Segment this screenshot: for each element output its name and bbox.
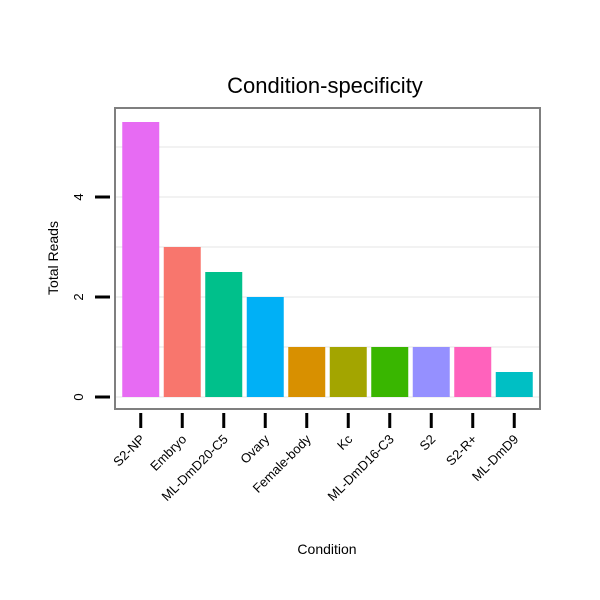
bars: [122, 122, 533, 397]
bar-ovary: [246, 297, 284, 397]
bar-kc: [329, 347, 367, 397]
y-tick-label: 2: [71, 293, 86, 300]
bar-s2-np: [122, 122, 160, 397]
x-tick-label: S2-R+: [443, 432, 480, 469]
y-tick-label: 4: [71, 193, 86, 200]
bar-s2-r-: [454, 347, 492, 397]
x-tick-label: S2-NP: [110, 432, 148, 470]
bar-ml-dmd16-c3: [371, 347, 409, 397]
bar-s2: [412, 347, 450, 397]
x-axis-title: Condition: [297, 541, 356, 557]
bar-female-body: [288, 347, 326, 397]
y-tick-label: 0: [71, 393, 86, 400]
bar-ml-dmd20-c5: [205, 272, 243, 397]
y-axis-title: Total Reads: [45, 221, 61, 295]
x-tick-label: Ovary: [237, 431, 272, 466]
bar-embryo: [163, 247, 201, 397]
x-tick-label: Kc: [334, 431, 356, 453]
x-tick-label: S2: [417, 432, 439, 454]
bar-ml-dmd9: [495, 372, 533, 397]
plot-panel-border: [114, 107, 541, 410]
chart-title: Condition-specificity: [227, 73, 423, 98]
y-axis: 0 2 4: [71, 193, 110, 401]
